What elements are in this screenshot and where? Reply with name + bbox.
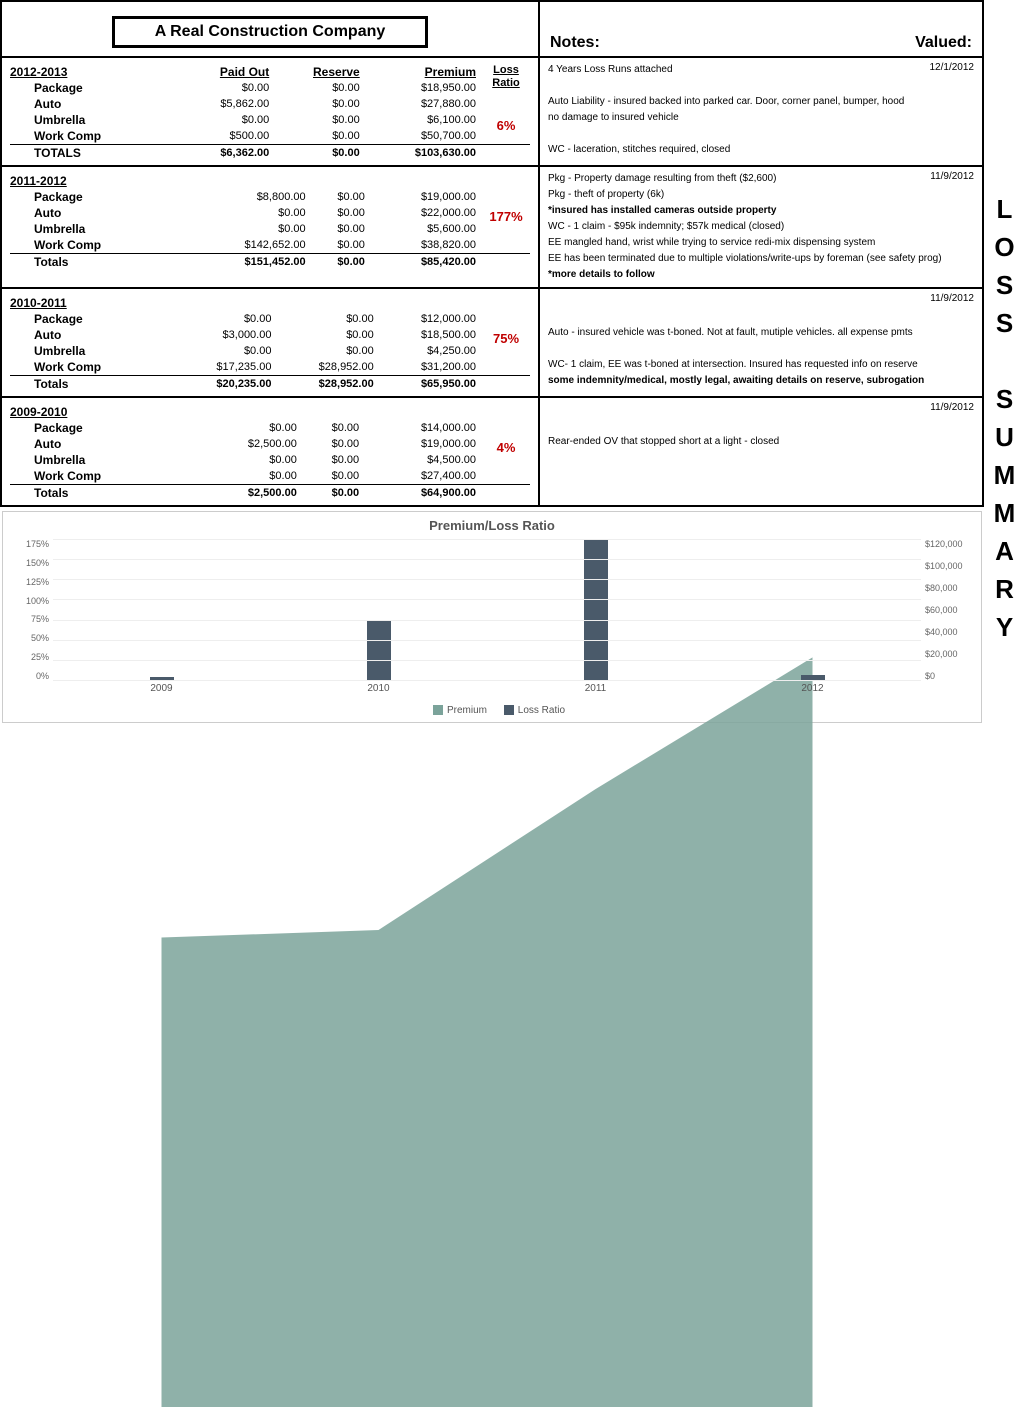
x-axis-label: 2011 [585,683,607,694]
chart-bar [367,620,391,680]
x-axis-label: 2009 [150,683,172,694]
period-left: 2011-2012Package $8,800.00$0.00$19,000.0… [2,167,538,287]
x-axis-label: 2012 [801,683,823,694]
loss-ratio: 75% [482,295,530,346]
period-row: 2012-2013 Paid OutReservePremiumPackage … [0,58,984,167]
x-axis-label: 2010 [367,683,389,694]
period-notes: 12/1/20124 Years Loss Runs attached Auto… [538,58,982,165]
period-left: 2012-2013 Paid OutReservePremiumPackage … [2,58,538,165]
period-notes: 11/9/2012Pkg - Property damage resulting… [538,167,982,287]
company-title: A Real Construction Company [112,16,429,48]
loss-ratio: LossRatio 6% [482,64,530,133]
vertical-title: LOSS SUMMARY [984,0,1024,723]
valued-label: Valued: [915,34,972,52]
premium-loss-chart: Premium/Loss Ratio 175%150%125%100%75%50… [2,511,982,723]
period-row: 2010-2011Package $0.00$0.00$12,000.00Aut… [0,289,984,398]
loss-ratio: 4% [482,404,530,455]
header-row: A Real Construction Company Notes: Value… [0,0,984,58]
header-right: Notes: Valued: [538,2,982,56]
header-left: A Real Construction Company [2,2,538,56]
chart-title: Premium/Loss Ratio [3,512,981,539]
notes-label: Notes: [550,34,600,52]
period-left: 2009-2010Package $0.00$0.00$14,000.00Aut… [2,398,538,505]
period-left: 2010-2011Package $0.00$0.00$12,000.00Aut… [2,289,538,396]
period-notes: 11/9/2012 Rear-ended OV that stopped sho… [538,398,982,505]
period-row: 2009-2010Package $0.00$0.00$14,000.00Aut… [0,398,984,507]
loss-ratio: 177% [482,173,530,224]
chart-bar [584,539,608,680]
period-row: 2011-2012Package $8,800.00$0.00$19,000.0… [0,167,984,289]
period-notes: 11/9/2012 Auto - insured vehicle was t-b… [538,289,982,396]
